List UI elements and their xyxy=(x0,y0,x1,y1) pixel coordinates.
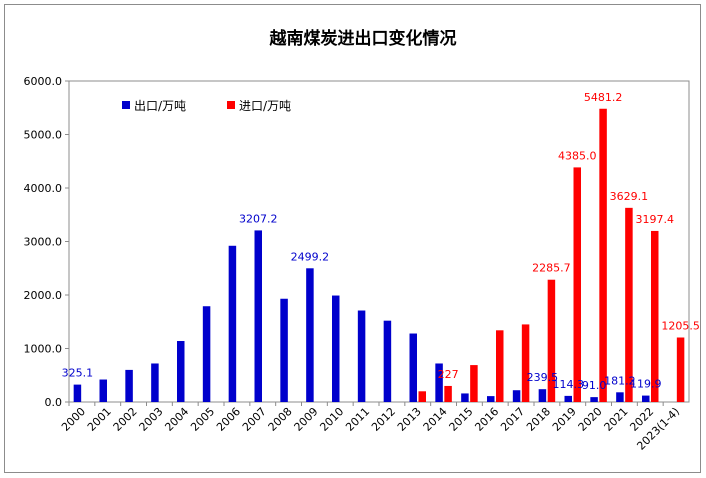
y-tick-label: 1000.0 xyxy=(24,343,63,356)
export-bar xyxy=(616,392,624,402)
export-data-label: 325.1 xyxy=(62,367,94,380)
export-bar xyxy=(461,393,469,402)
y-tick-label: 6000.0 xyxy=(24,75,63,88)
export-bar xyxy=(99,379,107,402)
export-bar xyxy=(357,310,366,402)
x-tick-label: 2014 xyxy=(421,405,450,434)
export-bar xyxy=(487,396,495,402)
y-tick-label: 4000.0 xyxy=(24,182,63,195)
x-tick-label: 2000 xyxy=(59,405,88,434)
legend-swatch-export xyxy=(122,101,130,109)
export-data-label: 181.2 xyxy=(604,374,636,387)
x-tick-label: 2011 xyxy=(343,405,372,434)
export-bar xyxy=(202,306,211,402)
legend-swatch-import xyxy=(227,101,235,109)
export-bar xyxy=(590,397,598,402)
export-bar xyxy=(512,390,521,402)
import-data-label: 1205.5 xyxy=(661,320,700,333)
export-data-label: 2499.2 xyxy=(291,250,330,263)
export-bar xyxy=(435,363,443,402)
export-bar xyxy=(409,333,417,402)
import-bar xyxy=(444,385,452,402)
y-tick-label: 5000.0 xyxy=(24,129,63,142)
x-tick-label: 2021 xyxy=(602,405,631,434)
import-bar xyxy=(676,337,685,402)
x-tick-label: 2013 xyxy=(395,405,424,434)
import-data-label: 5481.2 xyxy=(584,91,623,104)
import-bar xyxy=(496,330,504,402)
export-data-label: 114.3 xyxy=(553,378,585,391)
x-tick-label: 2004 xyxy=(162,405,191,434)
x-tick-label: 2016 xyxy=(472,405,501,434)
x-tick-label: 2010 xyxy=(317,405,346,434)
data-labels-layer: 325.1 3207.2 2499.2 239.5114.391.0181.2119.… xyxy=(62,91,700,392)
import-data-label: 2285.7 xyxy=(532,262,571,275)
x-tick-label: 2007 xyxy=(240,405,269,434)
import-bar xyxy=(547,279,556,402)
export-bar xyxy=(306,268,314,402)
export-bar xyxy=(332,295,340,402)
import-data-label: 3197.4 xyxy=(636,213,675,226)
import-bar xyxy=(651,230,659,402)
export-bar xyxy=(73,384,82,402)
export-data-label: 3207.2 xyxy=(239,212,278,225)
import-data-label: 3629.1 xyxy=(610,190,649,203)
import-data-label: 4385.0 xyxy=(558,149,597,162)
legend: 出口/万吨 进口/万吨 xyxy=(122,99,291,113)
chart-title: 越南煤炭进出口变化情况 xyxy=(269,28,457,49)
y-tick-label: 2000.0 xyxy=(24,289,63,302)
x-tick-label: 2003 xyxy=(137,405,166,434)
export-bar xyxy=(177,341,185,402)
import-bar xyxy=(599,108,607,402)
export-bar xyxy=(280,298,288,402)
x-tick-label: 2018 xyxy=(524,405,553,434)
legend-label-import: 进口/万吨 xyxy=(239,99,291,113)
y-tick-label: 3000.0 xyxy=(24,236,63,249)
x-tick-label: 2008 xyxy=(266,405,295,434)
y-tick-label: 0.0 xyxy=(45,396,63,409)
export-data-label: 119.9 xyxy=(630,378,662,391)
legend-label-export: 出口/万吨 xyxy=(134,99,186,113)
export-data-label: 91.0 xyxy=(582,379,607,392)
import-bar xyxy=(418,391,426,402)
chart-svg: 越南煤炭进出口变化情况 0.0 1000.0 2000.0 3000.0 4000.0 5… xyxy=(24,28,700,453)
plot-area xyxy=(68,80,690,403)
x-tick-label: 2001 xyxy=(85,405,114,434)
bars-layer xyxy=(73,108,685,402)
import-bar xyxy=(521,324,530,402)
x-tick-label: 2009 xyxy=(292,405,321,434)
export-bar xyxy=(538,389,547,402)
export-bar xyxy=(564,395,572,402)
export-bar xyxy=(125,369,133,402)
export-bar xyxy=(383,320,392,402)
import-data-label: 227 xyxy=(438,368,459,381)
x-tick-label: 2017 xyxy=(498,405,527,434)
x-tick-label: 2012 xyxy=(369,405,398,434)
x-tick-label: 2020 xyxy=(576,405,605,434)
chart-frame: 越南煤炭进出口变化情况 0.0 1000.0 2000.0 3000.0 4000.0 5… xyxy=(4,4,701,473)
export-bar xyxy=(642,395,650,402)
x-tick-label: 2005 xyxy=(188,405,217,434)
import-bar xyxy=(625,207,633,402)
x-tick-label: 2015 xyxy=(447,405,476,434)
export-bar xyxy=(228,245,237,402)
x-tick-label: 2002 xyxy=(111,405,140,434)
import-bar xyxy=(573,167,581,402)
export-data-label: 239.5 xyxy=(527,371,559,384)
export-bar xyxy=(254,230,262,402)
x-tick-label: 2006 xyxy=(214,405,243,434)
x-tick-label: 2019 xyxy=(550,405,579,434)
import-bar xyxy=(470,365,478,402)
export-bar xyxy=(151,363,159,402)
